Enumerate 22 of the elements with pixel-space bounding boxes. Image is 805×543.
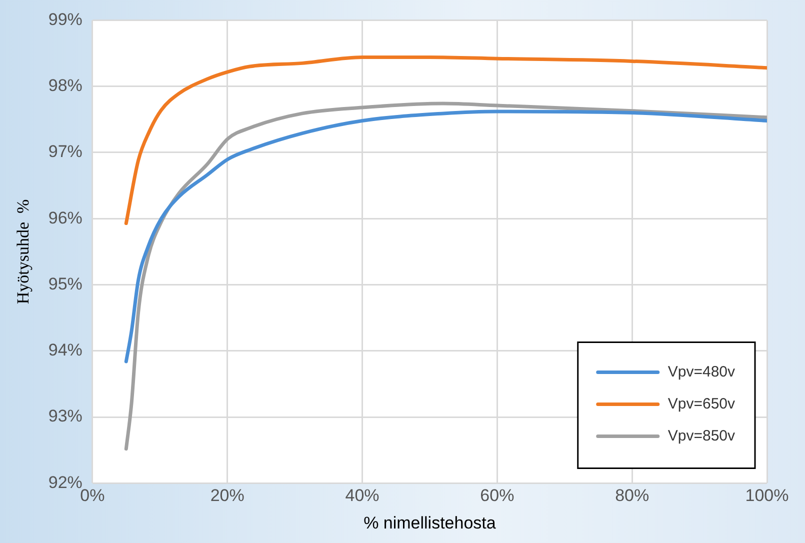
y-tick-label: 92%	[48, 472, 82, 492]
line-series	[124, 102, 767, 451]
x-tick-label: 0%	[80, 486, 105, 506]
x-tick-label: 80%	[615, 486, 650, 506]
legend-label: Vpv=650v	[668, 395, 736, 412]
line-series	[124, 55, 767, 226]
y-tick-label: 93%	[48, 406, 82, 426]
y-tick-label: 94%	[48, 340, 82, 360]
legend-label: Vpv=850v	[668, 427, 736, 444]
x-tick-label: 20%	[210, 486, 244, 506]
y-tick-label: 95%	[48, 274, 82, 294]
y-axis-title: Hyötysuhde %	[14, 199, 33, 304]
x-tick-label: 40%	[345, 486, 380, 506]
x-tick-label: 60%	[480, 486, 514, 506]
legend-label: Vpv=480v	[668, 363, 736, 380]
y-tick-label: 99%	[48, 10, 82, 29]
y-tick-label: 98%	[48, 76, 82, 96]
y-tick-label: 96%	[48, 208, 82, 228]
y-tick-label: 97%	[48, 142, 82, 162]
x-axis-title: % nimellistehosta	[364, 513, 496, 532]
x-tick-label: 100%	[745, 486, 789, 506]
line-series	[124, 110, 767, 364]
